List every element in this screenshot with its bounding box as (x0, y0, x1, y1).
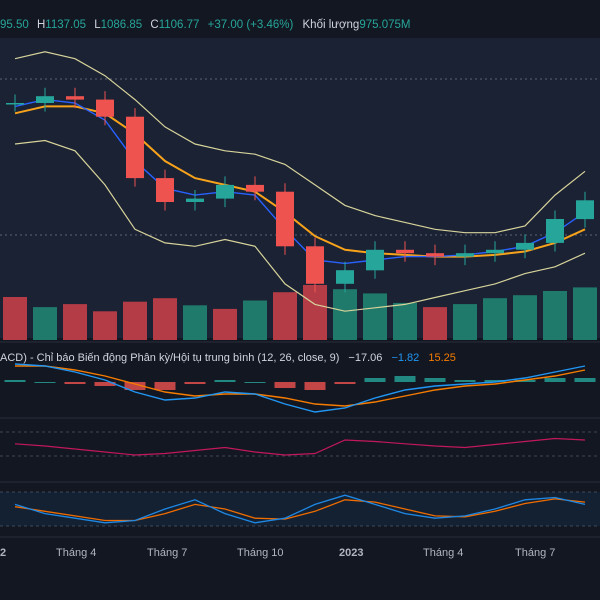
volume-bar (63, 304, 87, 340)
candle-body (336, 270, 354, 284)
volume-bar (573, 287, 597, 340)
volume-bar (243, 300, 267, 340)
macd-histogram-bar (154, 382, 176, 390)
ohlc-high-label: H (37, 19, 45, 31)
macd-histogram-bar (184, 382, 206, 384)
candle-body (186, 198, 204, 202)
bollinger-upper-line (14, 51, 586, 234)
macd-histogram-bar (394, 376, 416, 382)
x-tick-label: Tháng 7 (147, 547, 187, 559)
candle-body (546, 219, 564, 243)
stoch-d-line (14, 498, 586, 522)
ohlc-open: 95.50 (0, 19, 29, 31)
ohlc-close-label: C (150, 19, 158, 31)
macd-histogram-bar (274, 382, 296, 388)
x-tick-label: Tháng 7 (515, 547, 555, 559)
volume-bar (3, 297, 27, 340)
volume-bar (153, 298, 177, 340)
rsi-layer (14, 437, 586, 456)
volume-bar (183, 305, 207, 340)
volume-bar (393, 302, 417, 340)
volume-bar (483, 298, 507, 340)
macd-histogram-bar (34, 382, 56, 383)
volume-bar (33, 307, 57, 340)
candle-body (246, 184, 264, 192)
macd-histogram-bar (124, 382, 146, 390)
volume-bar (93, 311, 117, 340)
macd-line-value: −1.82 (391, 352, 419, 364)
volume-bar (273, 292, 297, 340)
volume-layer (3, 285, 597, 340)
volume-bar (213, 308, 237, 340)
candle-body (36, 96, 54, 103)
candle-body (66, 96, 84, 100)
macd-histogram-bar (64, 382, 86, 384)
candle-body (366, 249, 384, 271)
x-tick-label: 2 (0, 547, 6, 559)
volume-value: 975.075M (359, 19, 410, 31)
macd-header: ACD) - Chỉ báo Biến động Phân kỳ/Hội tụ … (0, 352, 456, 364)
macd-title: ACD) - Chỉ báo Biến động Phân kỳ/Hội tụ … (0, 352, 339, 364)
candle-body (306, 246, 324, 284)
rsi-line (14, 437, 586, 456)
stoch-k-line (14, 494, 586, 524)
candle-body (456, 253, 474, 257)
volume-bar (513, 295, 537, 340)
ohlc-low-label: L (94, 19, 101, 31)
candle-body (426, 253, 444, 257)
volume-bar (333, 289, 357, 340)
volume-bar (453, 304, 477, 340)
volume-bar (303, 285, 327, 340)
x-tick-label: Tháng 10 (237, 547, 283, 559)
candle-body (216, 184, 234, 199)
macd-histogram-bar (244, 382, 266, 383)
macd-histogram-bar (94, 382, 116, 386)
candle-body (486, 249, 504, 254)
price-layer (6, 51, 594, 312)
candle-body (396, 249, 414, 254)
macd-histogram-bar (544, 378, 566, 382)
x-tick-label: Tháng 4 (56, 547, 96, 559)
candle-body (6, 103, 24, 105)
macd-histogram-bar (364, 378, 386, 382)
candle-body (156, 178, 174, 202)
macd-line (14, 363, 586, 413)
candle-body (516, 242, 534, 250)
macd-histogram-bar (334, 382, 356, 384)
macd-histogram-bar (484, 380, 506, 382)
stoch-layer (0, 492, 600, 526)
ohlc-low: 1086.85 (101, 19, 143, 31)
candle-body (576, 200, 594, 220)
macd-histogram-value: −17.06 (348, 352, 382, 364)
ohlc-header: 95.50 H1137.05 L1086.85 C1106.77 +37.00 … (0, 19, 410, 31)
macd-histogram-bar (454, 380, 476, 382)
macd-histogram-bar (214, 380, 236, 382)
macd-signal-value: 15.25 (428, 352, 456, 364)
macd-histogram-bar (304, 382, 326, 390)
ohlc-close: 1106.77 (159, 19, 200, 31)
bollinger-lower-line (14, 139, 586, 312)
macd-signal-line (15, 365, 586, 407)
volume-label: Khối lượng (303, 19, 360, 31)
x-axis: 2 Tháng 4 Tháng 7 Tháng 10 2023 Tháng 4 … (0, 547, 555, 559)
macd-histogram-bar (424, 378, 446, 382)
candle-body (126, 116, 144, 179)
volume-bar (363, 293, 387, 340)
candle-body (276, 191, 294, 247)
price-panel-bg (0, 38, 600, 338)
volume-bar (123, 301, 147, 340)
volume-bar (423, 307, 447, 340)
macd-layer (4, 363, 596, 413)
ohlc-high: 1137.05 (45, 19, 86, 31)
macd-histogram-bar (574, 378, 596, 382)
x-tick-label: Tháng 4 (423, 547, 463, 559)
macd-histogram-bar (514, 380, 536, 382)
candle-body (96, 99, 114, 117)
x-tick-label: 2023 (339, 547, 363, 559)
ohlc-change: +37.00 (+3.46%) (208, 19, 294, 31)
volume-bar (543, 291, 567, 340)
macd-histogram-bar (4, 380, 26, 382)
